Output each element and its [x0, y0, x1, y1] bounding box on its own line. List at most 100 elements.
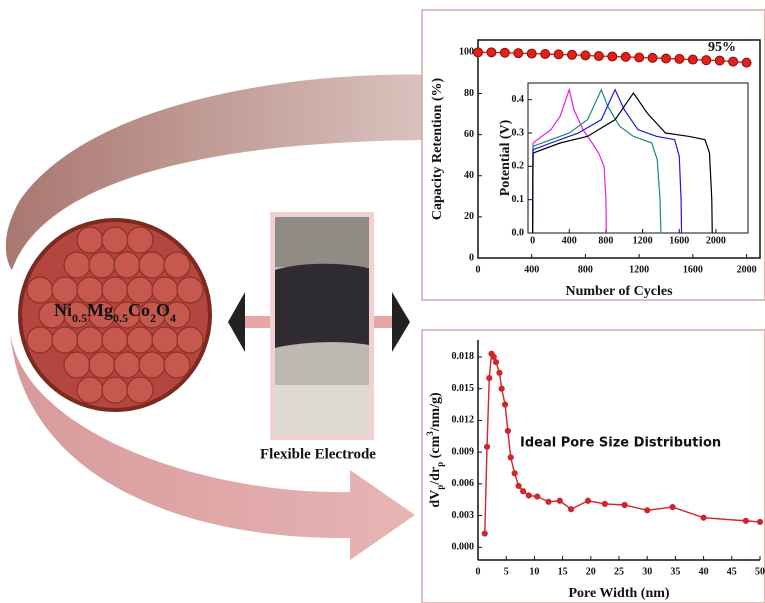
x-tick-label: 1600 — [683, 264, 703, 275]
x-tick-label: 15 — [558, 566, 568, 577]
x-tick-label: 1600 — [669, 235, 689, 246]
point — [514, 49, 523, 58]
x-tick-label: 2000 — [737, 264, 757, 275]
arrow-head — [228, 292, 245, 352]
y-tick-label: 0.2 — [512, 161, 525, 172]
figure: Ni0.5Mg0.5Co2O4 Flexible Electrode 04008… — [0, 0, 765, 603]
point — [521, 489, 526, 494]
y-tick-label: 0.1 — [512, 194, 525, 205]
ball — [64, 352, 90, 378]
ball — [114, 252, 140, 278]
point — [500, 48, 509, 57]
ball — [89, 352, 115, 378]
label-part: /nm/g) — [428, 392, 443, 432]
point — [602, 501, 607, 506]
photo-bg — [275, 385, 369, 435]
point — [487, 375, 492, 380]
x-tick-label: 0 — [476, 264, 481, 275]
y-tick-label: 0.015 — [452, 383, 475, 394]
y-tick-label: 60 — [464, 129, 474, 140]
point — [662, 54, 671, 63]
y-tick-label: 0.006 — [452, 478, 475, 489]
electrode — [275, 264, 369, 348]
label-part: (cm — [428, 435, 443, 461]
x-tick-label: 2000 — [706, 235, 726, 246]
label-part: dV — [428, 490, 443, 508]
y-tick-label: 20 — [464, 211, 474, 222]
ball — [52, 327, 78, 353]
ball — [77, 327, 103, 353]
y-tick-label: 0.009 — [452, 446, 475, 457]
ball — [164, 252, 190, 278]
x-tick-label: 0 — [476, 566, 481, 577]
x-tick-label: 45 — [727, 566, 737, 577]
x-tick-label: 50 — [755, 566, 765, 577]
point — [512, 471, 517, 476]
ball — [164, 352, 190, 378]
x-axis-label: Number of Cycles — [565, 284, 673, 299]
point — [554, 50, 563, 59]
x-tick-label: 35 — [670, 566, 680, 577]
x-tick-label: 1200 — [629, 264, 649, 275]
point — [491, 354, 496, 359]
photo-bg — [275, 217, 369, 267]
y-tick-label: 0.4 — [512, 94, 525, 105]
y-tick-label: 0.0 — [512, 227, 525, 238]
electrode-label: Flexible Electrode — [260, 446, 376, 462]
point — [585, 498, 590, 503]
point — [688, 55, 697, 64]
x-tick-label: 25 — [614, 566, 624, 577]
point — [557, 498, 562, 503]
ball — [102, 277, 128, 303]
point — [568, 507, 573, 512]
point — [535, 494, 540, 499]
point — [645, 508, 650, 513]
point — [482, 531, 487, 536]
point — [516, 483, 521, 488]
x-tick-label: 800 — [598, 235, 613, 246]
point — [701, 515, 706, 520]
ball — [139, 352, 165, 378]
point — [670, 505, 675, 510]
point — [675, 54, 684, 63]
point — [622, 502, 627, 507]
y-tick-label: 100 — [459, 47, 474, 58]
point — [594, 52, 603, 61]
point — [484, 444, 489, 449]
ball — [77, 377, 103, 403]
x-tick-label: 0 — [530, 235, 535, 246]
point — [729, 57, 738, 66]
ball — [127, 227, 153, 253]
ball — [27, 277, 53, 303]
ball — [52, 277, 78, 303]
point — [757, 519, 762, 524]
arrow-head — [392, 292, 410, 352]
point — [497, 370, 502, 375]
annotation: Ideal Pore Size Distribution — [520, 436, 721, 451]
x-tick-label: 5 — [504, 566, 509, 577]
y-axis-label: Potential (V) — [498, 119, 513, 196]
x-tick-label: 400 — [562, 235, 577, 246]
y-tick-label: 0.012 — [452, 415, 475, 426]
y-tick-label: 80 — [464, 88, 474, 99]
ball — [177, 327, 203, 353]
point — [702, 56, 711, 65]
ball — [152, 277, 178, 303]
y-tick-label: 0.000 — [452, 542, 475, 553]
point — [541, 49, 550, 58]
y-tick-label: 0 — [469, 252, 474, 263]
point — [715, 56, 724, 65]
plot-frame — [528, 83, 748, 233]
ball — [102, 227, 128, 253]
x-axis-label: Pore Width (nm) — [568, 586, 669, 601]
point — [743, 518, 748, 523]
point — [526, 493, 531, 498]
y-tick-label: 0.3 — [512, 127, 525, 138]
point — [546, 499, 551, 504]
ball — [177, 277, 203, 303]
ball — [89, 252, 115, 278]
point — [474, 48, 483, 57]
ball — [102, 377, 128, 403]
point — [648, 53, 657, 62]
annotation: 95% — [708, 40, 736, 55]
